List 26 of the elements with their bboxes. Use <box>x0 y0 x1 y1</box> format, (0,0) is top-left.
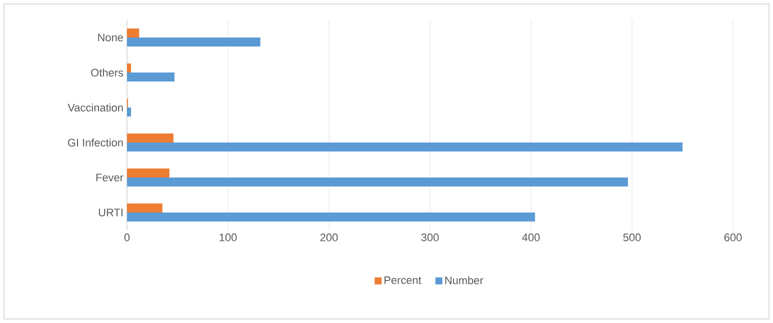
y-tick-label: None <box>98 34 123 42</box>
bar <box>127 28 140 38</box>
x-tick-label: 500 <box>623 234 641 242</box>
x-tick-label: 0 <box>124 234 130 242</box>
y-tick-label: URTI <box>98 208 122 216</box>
bar <box>127 204 162 213</box>
y-tick-label: Others <box>91 68 124 77</box>
bar <box>127 64 132 73</box>
bar <box>127 212 536 222</box>
bar <box>127 168 170 178</box>
x-tick-label: 200 <box>320 234 338 242</box>
legend-label: Percent <box>384 276 422 284</box>
x-tick-label: 100 <box>220 234 237 242</box>
bar <box>127 108 132 117</box>
bar <box>127 72 174 82</box>
legend-label: Number <box>445 276 484 284</box>
y-tick-label: Fever <box>96 174 124 182</box>
bar <box>127 142 683 152</box>
y-tick-label: GI Infection <box>68 138 123 147</box>
bar <box>127 134 174 143</box>
bar <box>127 38 260 47</box>
x-tick-label: 400 <box>522 234 540 242</box>
bar <box>127 178 628 187</box>
y-tick-label: Vaccination <box>68 103 123 112</box>
x-tick-label: 300 <box>421 234 439 242</box>
x-tick-label: 600 <box>724 234 742 242</box>
